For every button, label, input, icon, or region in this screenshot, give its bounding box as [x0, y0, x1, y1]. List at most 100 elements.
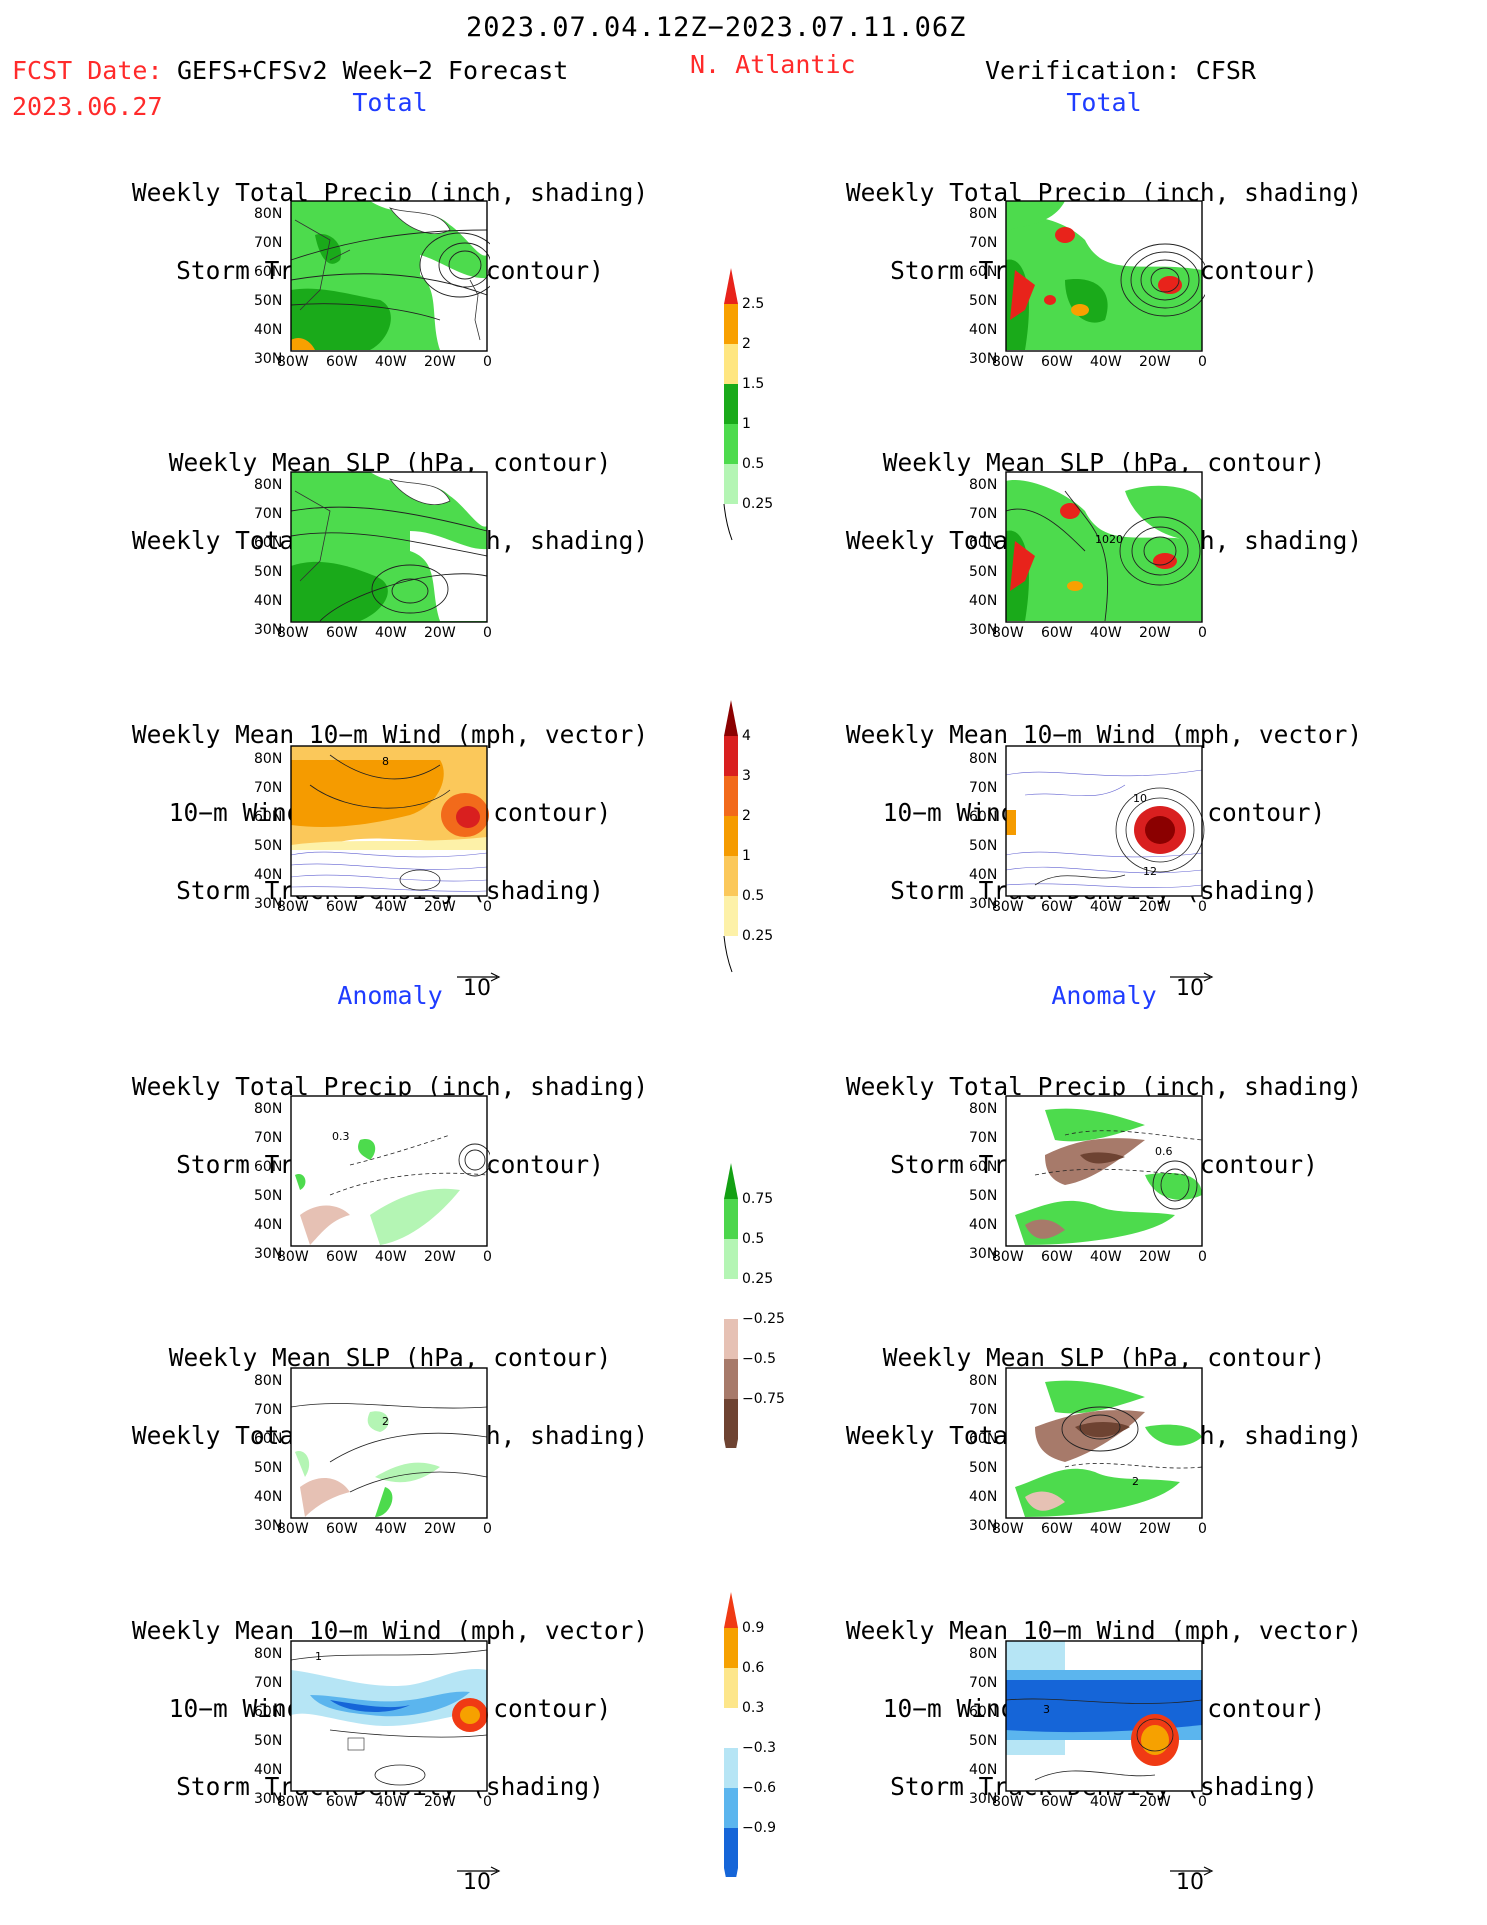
- vector-reference-label: 10: [1176, 976, 1204, 1001]
- colorbar-precip-anomaly: 0.75 0.5 0.25 −0.25 −0.5 −0.75: [718, 1163, 798, 1475]
- lon-tick-label: 0: [483, 1249, 492, 1265]
- lon-tick-label: 60W: [1041, 1249, 1073, 1265]
- title-line: Weekly Mean 10−m Wind (mph, vector): [845, 720, 1363, 749]
- lon-tick-label: 20W: [424, 1521, 456, 1537]
- colorbar-segment: [724, 896, 738, 936]
- lat-tick-label: 70N: [969, 780, 998, 796]
- lon-tick-label: 40W: [375, 1521, 407, 1537]
- lon-tick-label: 80W: [992, 1794, 1024, 1810]
- contour-label: 2: [1132, 1475, 1139, 1488]
- contour-label: 2: [382, 1415, 389, 1428]
- colorbar-storm-density-anomaly: 0.9 0.6 0.3 −0.3 −0.6 −0.9: [718, 1592, 798, 1904]
- lat-tick-label: 40N: [254, 322, 283, 338]
- colorbar-graphic: [723, 700, 738, 973]
- fcst-date-label: FCST Date:: [12, 56, 163, 85]
- lon-tick-label: 0: [483, 1521, 492, 1537]
- lat-tick-label: 80N: [254, 751, 283, 767]
- colorbar-segment: [724, 1399, 738, 1439]
- colorbar-bottom-arrow: [723, 503, 733, 541]
- contour-label: 10: [1133, 792, 1147, 805]
- lon-tick-label: 60W: [326, 1521, 358, 1537]
- lat-tick-label: 60N: [254, 809, 283, 825]
- lon-tick-label: 20W: [424, 899, 456, 915]
- lon-tick-label: 80W: [277, 1249, 309, 1265]
- lat-tick-label: 60N: [969, 264, 998, 280]
- contour-label: 1020: [1095, 533, 1123, 546]
- lat-tick-label: 40N: [254, 867, 283, 883]
- lon-tick-label: 80W: [992, 354, 1024, 370]
- title-line: Weekly Mean SLP (hPa, contour): [168, 448, 612, 477]
- lat-tick-label: 50N: [969, 838, 998, 854]
- lat-tick-label: 80N: [969, 1646, 998, 1662]
- title-line: Weekly Total Precip (inch, shading): [131, 178, 649, 207]
- lat-tick-label: 30N: [254, 1246, 283, 1262]
- colorbar-tick-label: 0.3: [742, 1700, 765, 1716]
- lat-tick-label: 50N: [254, 293, 283, 309]
- lat-tick-label: 30N: [254, 351, 283, 367]
- lat-tick-label: 30N: [254, 622, 283, 638]
- lon-tick-label: 80W: [277, 625, 309, 641]
- lon-tick-label: 60W: [326, 1794, 358, 1810]
- panel-title-precip-cfsr-anom: Weekly Total Precip (inch, shading) Stor…: [844, 1022, 1364, 1204]
- colorbar-tick-label: 1.5: [742, 376, 765, 392]
- lon-tick-label: 0: [1198, 899, 1207, 915]
- colorbar-tick-label: 2: [742, 808, 751, 824]
- lat-tick-label: 40N: [254, 1489, 283, 1505]
- colorbar-tick-label: 2.5: [742, 296, 765, 312]
- map-wind-fcst-total: 8: [290, 745, 490, 897]
- colorbar-tick-label: −0.6: [742, 1780, 776, 1796]
- lon-tick-label: 40W: [1090, 899, 1122, 915]
- map-wind-cfsr-total: 10 12: [1005, 745, 1205, 897]
- lat-tick-label: 40N: [969, 1217, 998, 1233]
- colorbar-tick-label: 3: [742, 768, 751, 784]
- colorbar-segment: [724, 1828, 738, 1868]
- colorbar-segment: [724, 1319, 738, 1359]
- colorbar-segment: [724, 1708, 738, 1748]
- lat-tick-label: 80N: [254, 206, 283, 222]
- colorbar-segment: [724, 856, 738, 896]
- lon-tick-label: 20W: [1139, 899, 1171, 915]
- lon-tick-label: 40W: [375, 1249, 407, 1265]
- colorbar-segment: [724, 1279, 738, 1319]
- vector-reference-fcst-anom: 10: [455, 1862, 505, 1895]
- colorbar-segment: [724, 816, 738, 856]
- lat-tick-label: 50N: [254, 1188, 283, 1204]
- map-precip-cfsr-anom: 0.6: [1005, 1095, 1205, 1247]
- lat-tick-label: 80N: [969, 751, 998, 767]
- lat-tick-label: 70N: [254, 1402, 283, 1418]
- lat-tick-label: 60N: [254, 1159, 283, 1175]
- colorbar-segment: [724, 384, 738, 424]
- colorbar-tick-label: −0.75: [742, 1391, 785, 1407]
- section-anomaly-left: Anomaly: [337, 981, 443, 1010]
- lat-tick-label: 40N: [969, 593, 998, 609]
- lat-tick-label: 50N: [969, 1460, 998, 1476]
- title-line: Weekly Mean 10−m Wind (mph, vector): [131, 720, 649, 749]
- lat-tick-label: 30N: [254, 1791, 283, 1807]
- colorbar-tick-label: 0.5: [742, 888, 765, 904]
- lat-tick-label: 40N: [969, 867, 998, 883]
- lon-tick-label: 20W: [424, 354, 456, 370]
- contour-label: 3: [1043, 1703, 1050, 1716]
- lat-tick-label: 30N: [969, 351, 998, 367]
- colorbar-tick-label: 0.9: [742, 1620, 765, 1636]
- lat-tick-label: 70N: [254, 1130, 283, 1146]
- lat-tick-label: 50N: [254, 1733, 283, 1749]
- colorbar-segment: [724, 304, 738, 344]
- lon-tick-label: 80W: [277, 899, 309, 915]
- colorbar-tick-label: 0.75: [742, 1191, 774, 1207]
- lat-tick-label: 80N: [969, 206, 998, 222]
- colorbar-bottom-arrow: [724, 1439, 738, 1475]
- lat-tick-label: 70N: [969, 1130, 998, 1146]
- lon-tick-label: 0: [1198, 1249, 1207, 1265]
- lat-tick-label: 70N: [969, 1402, 998, 1418]
- lon-tick-label: 0: [1198, 625, 1207, 641]
- lat-tick-label: 40N: [969, 1762, 998, 1778]
- lat-tick-label: 50N: [969, 564, 998, 580]
- colorbar-segment: [724, 1628, 738, 1668]
- contour-label: 0.3: [332, 1130, 350, 1143]
- colorbar-tick-label: 0.6: [742, 1660, 765, 1676]
- vector-reference-cfsr-anom: 10: [1168, 1862, 1218, 1895]
- verification-label: Verification: CFSR: [985, 56, 1256, 85]
- lat-tick-label: 70N: [254, 780, 283, 796]
- colorbar-segment: [724, 1239, 738, 1279]
